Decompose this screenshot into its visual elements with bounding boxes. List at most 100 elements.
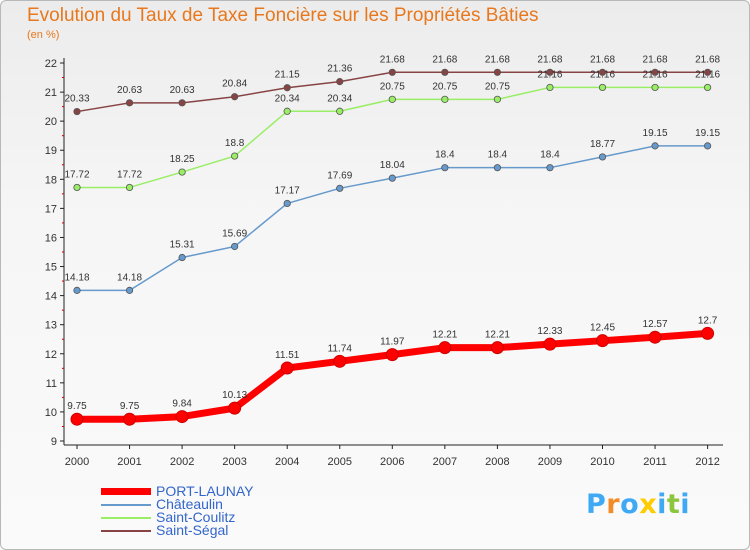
data-point	[648, 330, 662, 344]
data-point	[490, 341, 504, 355]
data-point	[73, 107, 81, 116]
chart-title: Evolution du Taux de Taxe Foncière sur l…	[27, 5, 539, 26]
data-point	[125, 99, 134, 107]
data-point	[493, 164, 501, 172]
data-label: 18.25	[170, 154, 195, 165]
legend-label: Saint-Coulitz	[156, 509, 236, 525]
data-label: 21.16	[643, 69, 668, 80]
data-point	[336, 107, 344, 115]
data-label: 20.75	[485, 81, 510, 92]
x-tick-label: 2001	[117, 456, 141, 468]
data-point	[280, 361, 294, 375]
series-layer	[70, 68, 715, 426]
x-tick-label: 2002	[170, 456, 194, 468]
y-tick-label: 20	[45, 116, 57, 128]
data-labels-layer: 9.75 9.75 9.84 10.13 11.51 11.74 11.97 12.21 12.…	[64, 54, 720, 412]
data-point	[178, 99, 186, 107]
data-label: 12.7	[698, 315, 718, 326]
series-port-launay	[70, 326, 715, 426]
data-label: 12.33	[537, 326, 562, 337]
brand-letter: i	[657, 489, 667, 520]
data-point	[336, 78, 344, 86]
data-point	[598, 68, 607, 76]
data-point	[388, 95, 396, 103]
x-tick-label: 2006	[380, 456, 404, 468]
data-label: 21.68	[485, 54, 510, 65]
data-point	[438, 341, 452, 355]
data-point	[441, 68, 449, 76]
y-tick-label: 12	[45, 349, 57, 361]
chart-unit-label: (en %)	[27, 29, 60, 41]
data-label: 20.34	[275, 93, 300, 104]
data-label: 21.16	[695, 69, 720, 80]
data-point	[231, 152, 239, 160]
data-label: 21.16	[537, 69, 562, 80]
data-label: 11.97	[380, 337, 405, 348]
data-label: 21.68	[537, 54, 562, 65]
data-label: 18.04	[380, 160, 405, 171]
data-label: 20.63	[170, 85, 195, 96]
y-tick-label: 17	[45, 203, 57, 215]
data-label: 20.33	[64, 94, 89, 105]
data-label: 10.13	[222, 390, 247, 401]
data-point	[596, 334, 609, 348]
brand-letter: x	[639, 489, 658, 520]
legend-label: PORT-LAUNAY	[156, 483, 254, 499]
data-point	[651, 68, 659, 76]
data-point	[231, 242, 239, 251]
data-point	[231, 93, 239, 101]
data-label: 20.84	[222, 79, 247, 90]
legend-label: Châteaulin	[156, 496, 223, 512]
data-label: 17.69	[327, 170, 352, 181]
data-point	[123, 412, 137, 426]
data-point	[493, 68, 501, 76]
data-point	[703, 142, 712, 150]
brand-letter: i	[680, 489, 691, 520]
data-label: 18.4	[540, 150, 560, 161]
data-point	[175, 410, 189, 424]
data-point	[73, 183, 81, 192]
data-label: 14.18	[64, 272, 89, 283]
data-label: 21.68	[590, 54, 615, 65]
data-label: 9.75	[120, 401, 140, 412]
x-tick-label: 2009	[538, 456, 562, 468]
x-tick-label: 2012	[695, 456, 719, 468]
data-label: 21.15	[275, 70, 300, 81]
data-label: 17.72	[117, 169, 142, 180]
data-label: 17.17	[275, 185, 300, 196]
data-label: 9.84	[172, 399, 192, 410]
data-point	[703, 83, 712, 92]
data-point	[703, 68, 712, 76]
data-point	[125, 183, 134, 192]
data-label: 21.68	[432, 54, 457, 65]
y-tick-label: 22	[45, 58, 57, 70]
data-point	[493, 95, 501, 103]
data-label: 15.31	[170, 240, 195, 251]
data-label: 11.74	[328, 343, 353, 354]
data-label: 18.4	[488, 150, 508, 161]
data-label: 19.15	[643, 128, 668, 139]
data-point	[651, 83, 659, 92]
x-tick-label: 2005	[328, 456, 352, 468]
series-chateaulin	[73, 142, 712, 294]
x-tick-label: 2010	[590, 456, 614, 468]
y-tick-label: 19	[45, 145, 57, 157]
data-label: 20.75	[380, 81, 405, 92]
line-chart: 9 10 11 12 13 14 15 16 17 18 19 20 21 22 2000 2001 2002 2…	[45, 54, 723, 468]
data-point	[385, 348, 399, 362]
data-point	[546, 68, 554, 76]
data-point	[125, 286, 134, 294]
legend-swatch	[101, 504, 151, 506]
data-label: 20.34	[327, 93, 352, 104]
y-tick-label: 9	[51, 436, 57, 448]
data-point	[701, 326, 715, 340]
data-label: 9.75	[67, 401, 87, 412]
data-point	[546, 164, 554, 172]
brand-letter: t	[666, 489, 681, 520]
data-label: 12.45	[590, 323, 615, 334]
y-tick-label: 14	[45, 291, 57, 303]
legend-label: Saint-Ségal	[156, 522, 229, 538]
data-label: 21.68	[643, 54, 668, 65]
data-point	[651, 142, 659, 150]
data-point	[441, 95, 449, 103]
